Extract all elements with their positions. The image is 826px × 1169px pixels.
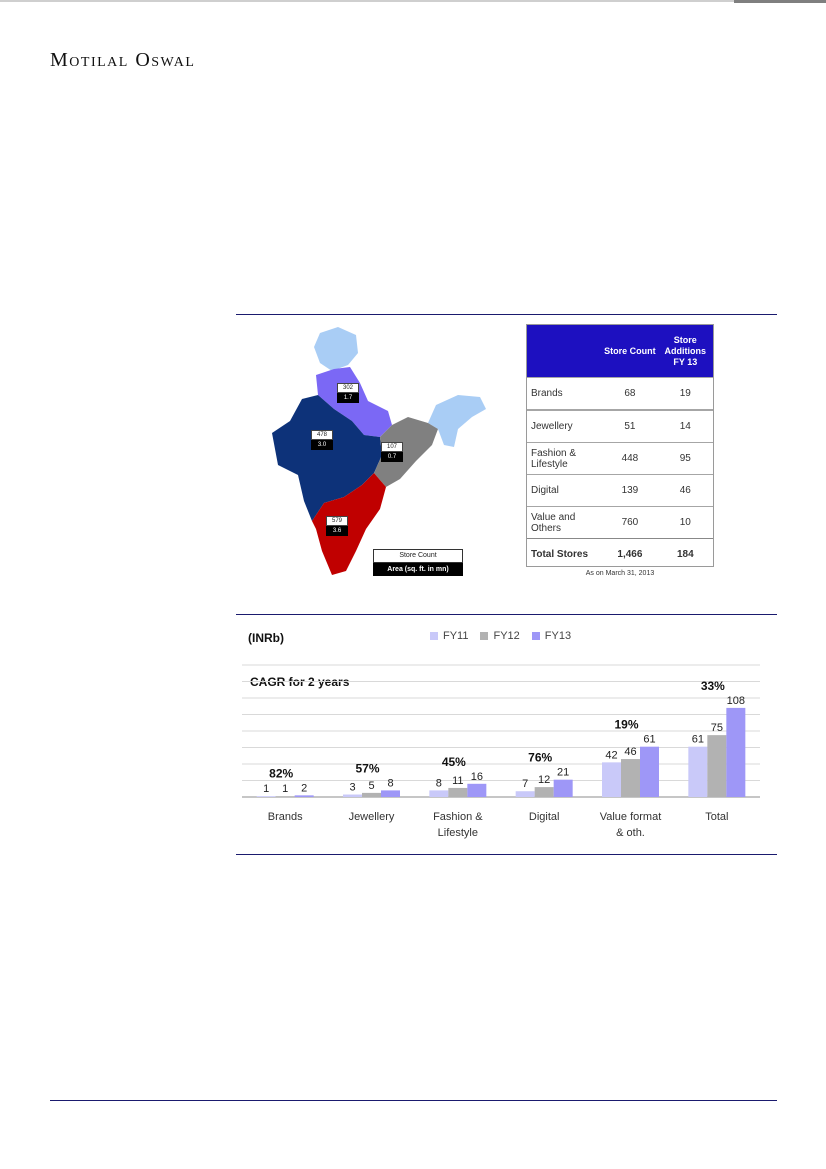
bar-fy12 [275, 796, 295, 797]
bar-fy13 [294, 795, 314, 797]
bar-fy12 [621, 759, 640, 797]
bar-fy13 [553, 779, 573, 797]
bar-fy13 [467, 783, 487, 797]
cagr-label: 45% [442, 755, 466, 769]
table-row: Jewellery 51 14 [527, 409, 713, 442]
table-note: As on March 31, 2013 [585, 570, 655, 577]
top-rule [0, 0, 826, 2]
data-label: 7 [522, 778, 528, 790]
category-label: Digital [529, 811, 560, 823]
cagr-label: 19% [614, 718, 638, 732]
cagr-label: 76% [528, 751, 552, 765]
data-label: 42 [605, 749, 617, 761]
table-row: Fashion & Lifestyle 448 95 [527, 442, 713, 474]
map-region-south [312, 473, 386, 575]
category-label: Jewellery [349, 811, 395, 823]
store-table-header: Store Count Store Additions FY 13 [527, 325, 713, 377]
data-label: 75 [711, 722, 723, 734]
category-label: Total [705, 811, 728, 823]
data-label: 46 [624, 746, 636, 758]
legend-item-fy12: FY12 [480, 630, 520, 642]
table-row: Brands 68 19 [527, 377, 713, 409]
category-label: Lifestyle [438, 827, 478, 839]
bar-fy11 [602, 762, 621, 797]
bar-fy12 [534, 787, 554, 797]
map-label-south: 579 3.6 [326, 516, 348, 536]
map-label-north: 302 1.7 [337, 383, 359, 403]
table-row-total: Total Stores 1,466 184 [527, 538, 713, 570]
category-label: Brands [268, 811, 303, 823]
chart-unit-label: (INRb) [248, 631, 284, 645]
map-legend-count: Store Count [373, 549, 463, 563]
map-region-east [374, 417, 438, 487]
category-label: Fashion & [433, 811, 483, 823]
map-region-kashmir [314, 327, 358, 371]
data-label: 108 [727, 695, 745, 707]
data-label: 8 [387, 777, 393, 789]
data-label: 16 [471, 771, 483, 783]
data-label: 1 [263, 783, 269, 795]
cagr-label: 82% [269, 766, 293, 780]
bar-fy12 [362, 792, 381, 797]
map-region-west [272, 395, 382, 521]
brand-logo-text: Motilal Oswal [50, 49, 196, 71]
table-row: Value and Others 760 10 [527, 506, 713, 538]
bar-fy13 [381, 790, 400, 797]
bar-fy12 [707, 735, 727, 797]
category-label: Value format [600, 811, 662, 823]
data-label: 3 [349, 782, 355, 794]
header-store-count: Store Count [604, 345, 656, 356]
map-label-east: 107 0.7 [381, 442, 403, 462]
data-label: 8 [436, 777, 442, 789]
bar-fy11 [343, 794, 362, 797]
store-table: Store Count Store Additions FY 13 Brands… [526, 324, 714, 567]
chart-legend: FY11 FY12 FY13 [430, 630, 571, 642]
category-label: & oth. [616, 827, 645, 839]
bar-fy11 [256, 796, 276, 797]
map-legend: Store Count Area (sq. ft. in mn) [373, 549, 463, 576]
map-region-northeast [428, 395, 486, 447]
legend-item-fy11: FY11 [430, 630, 468, 642]
data-label: 12 [538, 774, 550, 786]
map-legend-area: Area (sq. ft. in mn) [373, 563, 463, 576]
data-label: 61 [692, 734, 704, 746]
header-store-additions: Store Additions FY 13 [664, 334, 707, 367]
exhibit-top-rule [236, 314, 777, 315]
chart-top-rule [236, 614, 777, 615]
bar-fy11 [515, 791, 535, 797]
data-label: 61 [643, 734, 655, 746]
bar-fy11 [429, 790, 449, 797]
bar-fy13 [640, 746, 659, 797]
legend-item-fy13: FY13 [531, 630, 571, 642]
data-label: 1 [282, 783, 288, 795]
bar-fy12 [448, 787, 468, 797]
cagr-label: 33% [701, 679, 725, 693]
bar-fy13 [726, 707, 746, 797]
footer-rule [50, 1100, 777, 1101]
table-row: Digital 139 46 [527, 474, 713, 506]
data-label: 21 [557, 767, 569, 779]
top-rule-accent [734, 0, 826, 3]
chart-bottom-rule [236, 854, 777, 855]
data-label: 2 [301, 782, 307, 794]
bar-fy11 [688, 746, 708, 797]
data-label: 11 [452, 775, 463, 787]
map-label-west: 478 3.0 [311, 430, 333, 450]
cagr-label: 57% [355, 761, 379, 775]
data-label: 5 [368, 780, 374, 792]
